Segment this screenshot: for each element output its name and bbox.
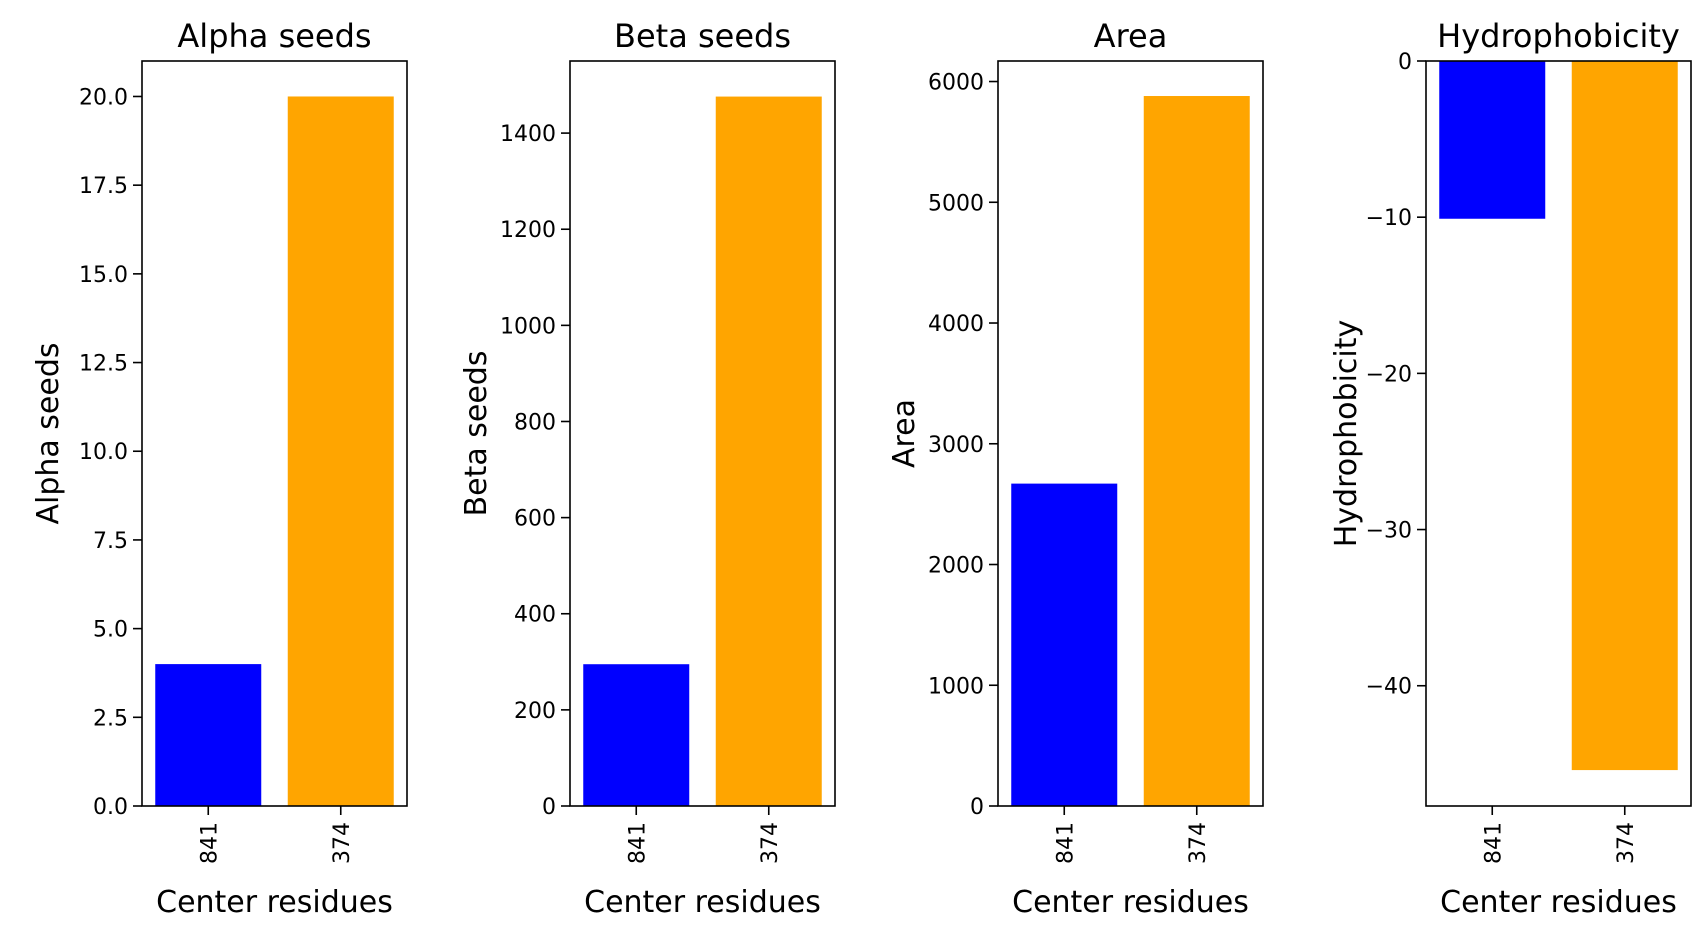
- y-tick-label: 0: [1398, 50, 1412, 75]
- y-tick-label: 200: [514, 699, 556, 724]
- y-tick-label: 7.5: [93, 529, 128, 554]
- y-tick-label: 5.0: [93, 618, 128, 643]
- x-tick-label: 841: [1053, 822, 1078, 864]
- y-tick-label: 1000: [500, 314, 556, 339]
- chart-title: Alpha seeds: [177, 17, 371, 55]
- y-axis-label: Beta seeds: [459, 351, 494, 517]
- x-tick-label: 841: [625, 822, 650, 864]
- bar-841: [583, 664, 690, 806]
- chart-title: Beta seeds: [614, 17, 791, 55]
- plot-frame: [569, 60, 836, 807]
- y-tick-label: 20.0: [79, 85, 128, 110]
- bar-841: [1439, 61, 1546, 219]
- y-tick-label: 0: [542, 795, 556, 820]
- bar-374: [1143, 96, 1250, 806]
- y-tick-label: 10.0: [79, 440, 128, 465]
- y-axis-label: Alpha seeds: [31, 342, 66, 524]
- y-tick-label: 2000: [928, 554, 984, 579]
- x-axis-label: Center residues: [1440, 885, 1677, 920]
- y-axis-label: Hydrophobicity: [1329, 320, 1364, 548]
- y-tick-label: 6000: [928, 71, 984, 96]
- y-tick-label: −30: [1366, 519, 1412, 544]
- y-tick-label: 1000: [928, 674, 984, 699]
- bar-841: [1011, 483, 1118, 806]
- x-tick-label: 841: [197, 822, 222, 864]
- plot-frame: [997, 60, 1264, 807]
- y-tick-label: −10: [1366, 206, 1412, 231]
- x-axis-label: Center residues: [1012, 885, 1249, 920]
- y-tick-label: 3000: [928, 433, 984, 458]
- bar-374: [287, 96, 394, 807]
- x-tick-label: 374: [330, 822, 355, 864]
- chart-title: Area: [1094, 17, 1168, 55]
- chart-title: Hydrophobicity: [1437, 17, 1680, 55]
- y-tick-label: 15.0: [79, 263, 128, 288]
- y-tick-label: 2.5: [93, 706, 128, 731]
- y-tick-label: −40: [1366, 675, 1412, 700]
- y-tick-label: 400: [514, 603, 556, 628]
- bar-374: [715, 96, 822, 806]
- bar-374: [1571, 61, 1678, 771]
- x-tick-label: 374: [758, 822, 783, 864]
- x-tick-label: 374: [1614, 822, 1639, 864]
- y-tick-label: 1400: [500, 122, 556, 147]
- y-tick-label: 0.0: [93, 795, 128, 820]
- y-tick-label: 800: [514, 410, 556, 435]
- y-tick-label: 0: [970, 795, 984, 820]
- x-tick-label: 374: [1186, 822, 1211, 864]
- bar-841: [155, 664, 262, 806]
- plot-frame: [1425, 60, 1692, 807]
- x-tick-label: 841: [1481, 822, 1506, 864]
- y-axis-label: Area: [887, 399, 922, 468]
- y-tick-label: 4000: [928, 312, 984, 337]
- y-tick-label: 1200: [500, 218, 556, 243]
- x-axis-label: Center residues: [584, 885, 821, 920]
- y-tick-label: −20: [1366, 362, 1412, 387]
- y-tick-label: 5000: [928, 191, 984, 216]
- y-tick-label: 12.5: [79, 352, 128, 377]
- y-tick-label: 17.5: [79, 174, 128, 199]
- plot-frame: [141, 60, 408, 807]
- y-tick-label: 600: [514, 507, 556, 532]
- x-axis-label: Center residues: [156, 885, 393, 920]
